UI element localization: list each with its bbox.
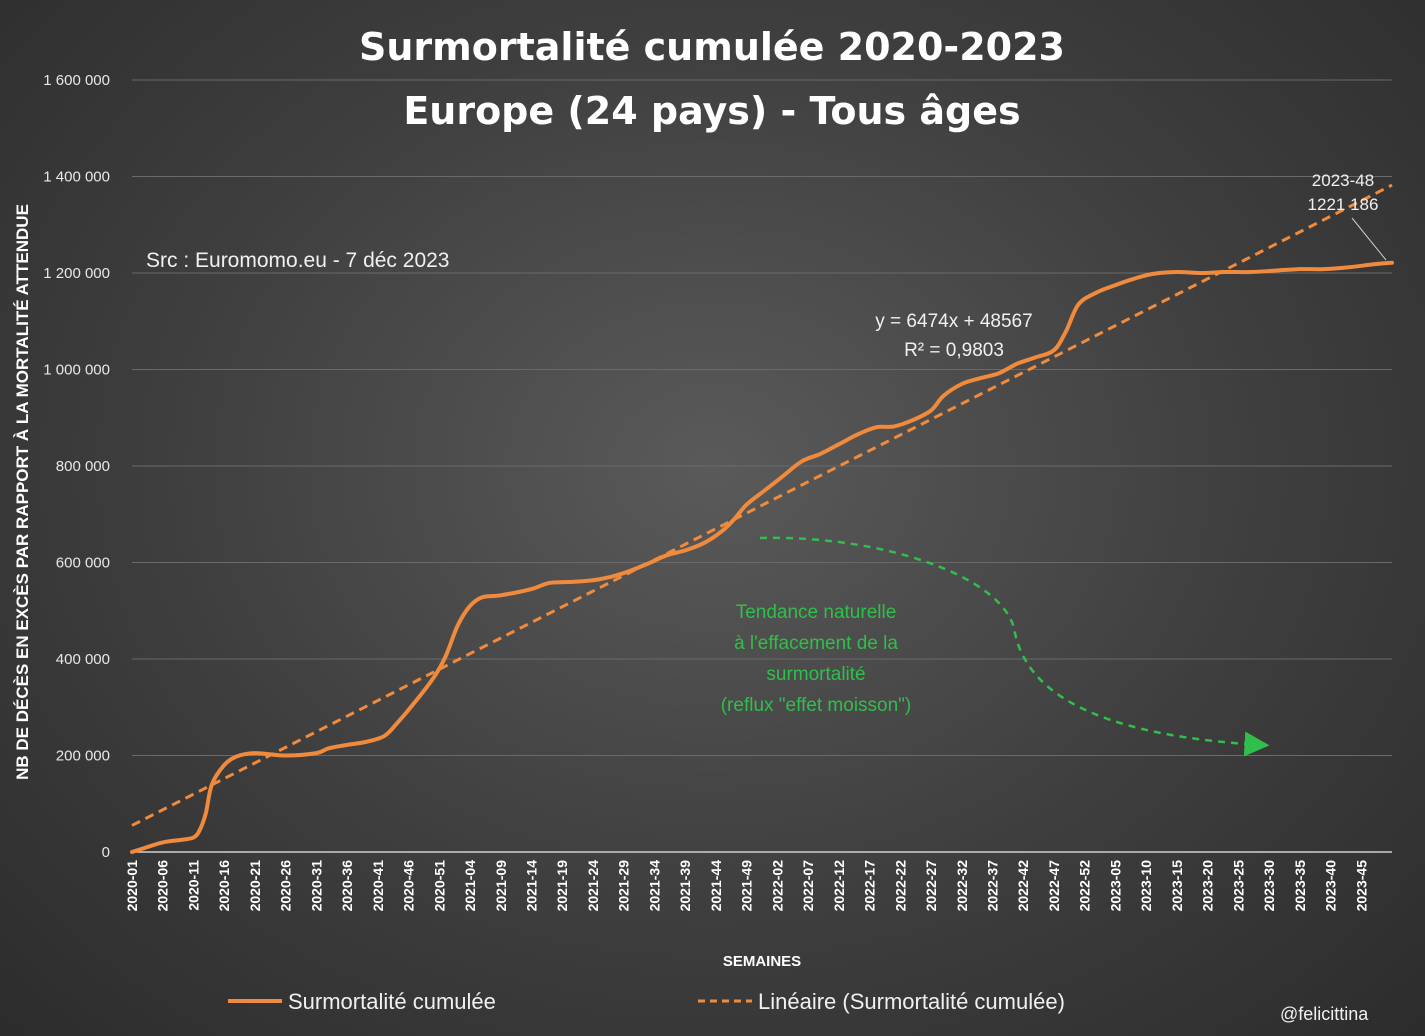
x-tick-label: 2021-39 xyxy=(677,860,693,912)
y-tick-label: 1 400 000 xyxy=(43,169,110,186)
x-tick-label: 2020-01 xyxy=(124,860,140,912)
trend-r-squared: R² = 0,9803 xyxy=(904,340,1004,361)
x-tick-labels: 2020-01 2020-06 2020-11 2020-16 2020-21 2020-… xyxy=(124,860,1369,912)
x-tick-label: 2022-17 xyxy=(862,860,878,912)
x-tick-label: 2021-14 xyxy=(524,860,540,912)
x-tick-label: 2020-16 xyxy=(216,860,232,912)
watermark: @felicittina xyxy=(1280,1004,1369,1024)
trend-equation: y = 6474x + 48567 xyxy=(875,311,1032,332)
x-tick-label: 2022-27 xyxy=(923,860,939,912)
x-tick-label: 2022-02 xyxy=(769,860,785,912)
x-tick-label: 2022-12 xyxy=(831,860,847,912)
y-tick-label: 200 000 xyxy=(56,748,110,765)
x-tick-label: 2022-22 xyxy=(892,860,908,912)
legend-label-dashed: Linéaire (Surmortalité cumulée) xyxy=(758,989,1065,1014)
x-axis-label: SEMAINES xyxy=(723,953,801,970)
x-tick-label: 2021-19 xyxy=(554,860,570,912)
grid xyxy=(132,79,1392,853)
x-tick-label: 2021-04 xyxy=(462,860,478,912)
y-tick-label: 600 000 xyxy=(56,555,110,572)
x-tick-label: 2022-07 xyxy=(800,860,816,912)
y-tick-label: 800 000 xyxy=(56,458,110,475)
y-axis-label: NB DE DÉCÈS EN EXCÈS PAR RAPPORT À LA MO… xyxy=(13,204,32,780)
x-tick-label: 2023-30 xyxy=(1261,860,1277,912)
series-line-trend xyxy=(131,183,1393,827)
source-note: Src : Euromomo.eu - 7 déc 2023 xyxy=(146,249,450,272)
series-line-surmortalite xyxy=(130,260,1394,854)
x-tick-label: 2022-32 xyxy=(954,860,970,912)
x-tick-label: 2021-24 xyxy=(585,860,601,912)
x-tick-label: 2023-05 xyxy=(1107,860,1123,912)
legend-label-solid: Surmortalité cumulée xyxy=(288,989,496,1014)
x-tick-label: 2022-42 xyxy=(1015,860,1031,912)
x-tick-label: 2023-45 xyxy=(1353,860,1369,912)
x-tick-label: 2020-21 xyxy=(247,860,263,912)
x-tick-label: 2023-15 xyxy=(1169,860,1185,912)
x-tick-label: 2020-26 xyxy=(278,860,294,912)
end-label-value: 1221 186 xyxy=(1308,195,1379,214)
x-tick-label: 2020-41 xyxy=(370,860,386,912)
y-tick-labels: 0 200 000 400 000 600 000 800 000 1 000 000 1 … xyxy=(43,72,110,861)
x-tick-label: 2023-40 xyxy=(1323,860,1339,912)
y-tick-label: 1 000 000 xyxy=(43,362,110,379)
y-tick-label: 1 200 000 xyxy=(43,265,110,282)
x-tick-label: 2021-34 xyxy=(646,860,662,912)
x-tick-label: 2022-37 xyxy=(984,860,1000,912)
chart-title: Surmortalité cumulée 2020-2023 xyxy=(359,25,1065,69)
y-tick-label: 0 xyxy=(102,844,110,861)
x-tick-label: 2023-20 xyxy=(1200,860,1216,912)
x-tick-label: 2022-47 xyxy=(1046,860,1062,912)
end-label-leader xyxy=(1351,217,1387,261)
x-tick-label: 2023-25 xyxy=(1230,860,1246,912)
legend: Surmortalité cumulée Linéaire (Surmortal… xyxy=(228,989,1065,1014)
green-note-line-2: à l'effacement de la xyxy=(734,633,898,654)
x-tick-label: 2020-11 xyxy=(185,860,201,911)
x-tick-label: 2023-35 xyxy=(1292,860,1308,912)
x-tick-label: 2020-31 xyxy=(308,860,324,912)
chart-subtitle: Europe (24 pays) - Tous âges xyxy=(403,89,1020,133)
x-tick-label: 2020-51 xyxy=(431,860,447,912)
x-tick-label: 2020-06 xyxy=(155,860,171,912)
y-tick-label: 400 000 xyxy=(56,651,110,668)
end-label-week: 2023-48 xyxy=(1312,171,1374,190)
x-tick-label: 2020-46 xyxy=(401,860,417,912)
x-tick-label: 2020-36 xyxy=(339,860,355,912)
x-tick-label: 2022-52 xyxy=(1077,860,1093,912)
x-tick-label: 2023-10 xyxy=(1138,860,1154,912)
x-tick-label: 2021-44 xyxy=(708,860,724,912)
x-tick-label: 2021-49 xyxy=(739,860,755,912)
x-tick-label: 2021-09 xyxy=(493,860,509,912)
green-note-line-1: Tendance naturelle xyxy=(736,602,897,623)
y-tick-label: 1 600 000 xyxy=(43,72,110,89)
green-arrow xyxy=(759,536,1270,757)
x-tick-label: 2021-29 xyxy=(616,860,632,912)
green-note-line-4: (reflux "effet moisson") xyxy=(721,695,912,716)
green-note-line-3: surmortalité xyxy=(766,664,865,685)
